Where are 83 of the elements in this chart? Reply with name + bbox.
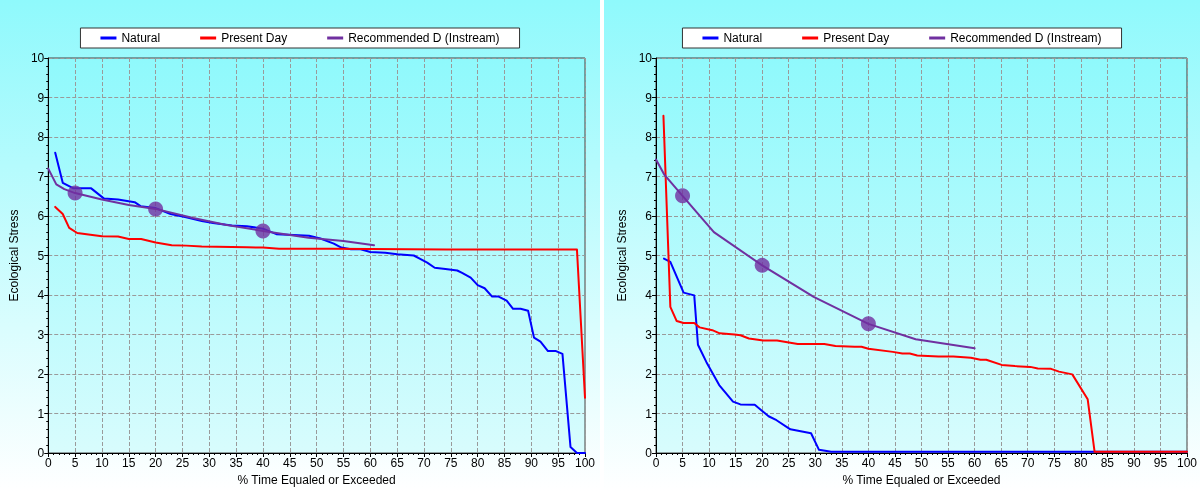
x-tick-label: 25	[175, 456, 190, 470]
x-axis-title: % Time Equaled or Exceeded	[237, 472, 396, 487]
x-tick-label: 20	[148, 456, 163, 470]
y-tick-label: 6	[37, 209, 45, 223]
x-tick-label: 40	[256, 456, 270, 470]
x-tick-label: 25	[782, 456, 796, 470]
line-series	[54, 205, 586, 399]
y-tick-label: 9	[37, 90, 45, 105]
x-tick-label: 45	[888, 456, 902, 470]
x-tick-label: 65	[390, 456, 405, 470]
x-tick-label: 90	[1127, 456, 1141, 470]
y-axis-title: Ecological Stress	[614, 209, 629, 302]
line-series	[662, 114, 1188, 453]
y-tick-label: 0	[37, 446, 45, 460]
y-tick-label: 3	[37, 327, 45, 342]
x-tick-label: 60	[363, 456, 378, 470]
x-tick-label: 10	[702, 456, 717, 470]
x-tick-label: 35	[229, 456, 244, 470]
y-tick-label: 3	[645, 327, 653, 342]
point	[754, 257, 770, 273]
x-axis-title: % Time Equaled or Exceeded	[842, 472, 1001, 487]
y-tick-label: 1	[645, 406, 653, 421]
x-tick-label: 70	[1021, 456, 1035, 470]
y-tick-label: 8	[645, 130, 653, 144]
y-axis-title: Ecological Stress	[7, 209, 21, 302]
x-tick-label: 80	[470, 456, 485, 470]
x-tick-label: 85	[497, 456, 512, 470]
legend-label: Present Day	[823, 31, 890, 45]
legend-label: Recommended D (Instream)	[348, 31, 500, 45]
x-tick-label: 60	[967, 456, 982, 470]
x-tick-label: 5	[71, 456, 79, 470]
x-tick-label: 85	[1100, 456, 1115, 470]
y-tick-label: 4	[645, 288, 653, 302]
x-tick-label: 35	[835, 456, 849, 470]
y-tick-label: 7	[645, 169, 653, 184]
y-tick-label: 0	[645, 446, 653, 460]
x-tick-label: 15	[728, 456, 743, 470]
point	[255, 223, 271, 239]
y-tick-label: 5	[37, 248, 45, 263]
legend-label: Natural	[723, 31, 763, 45]
legend-label: Recommended D (Instream)	[950, 31, 1102, 45]
x-tick-label: 40	[861, 456, 876, 470]
y-tick-label: 8	[37, 130, 45, 144]
x-tick-label: 70	[417, 456, 431, 470]
x-tick-label: 20	[755, 456, 770, 470]
x-tick-label: 75	[1047, 456, 1062, 470]
x-tick-label: 50	[309, 456, 324, 470]
y-tick-label: 1	[37, 406, 45, 421]
point	[148, 201, 164, 217]
line-series	[655, 158, 976, 350]
x-tick-label: 10	[95, 456, 109, 470]
line-series	[47, 167, 376, 247]
x-tick-label: 55	[941, 456, 956, 470]
x-tick-label: 95	[1153, 456, 1168, 470]
y-tick-label: 10	[30, 51, 45, 65]
y-tick-label: 7	[37, 169, 45, 184]
x-tick-label: 15	[122, 456, 136, 470]
y-tick-label: 2	[645, 367, 653, 381]
y-tick-label: 10	[638, 51, 653, 65]
y-tick-label: 9	[645, 90, 653, 105]
x-tick-label: 90	[524, 456, 539, 470]
x-tick-label: 30	[202, 456, 217, 470]
point	[67, 185, 83, 201]
x-tick-label: 55	[336, 456, 351, 470]
x-tick-label: 80	[1074, 456, 1088, 470]
point	[860, 316, 876, 332]
x-tick-label: 100	[574, 456, 596, 470]
legend-label: Present Day	[221, 31, 288, 45]
y-tick-label: 4	[37, 288, 45, 302]
legend-label: Natural	[121, 31, 161, 45]
x-tick-label: 5	[679, 456, 687, 470]
x-tick-label: 50	[914, 456, 929, 470]
x-tick-label: 45	[283, 456, 297, 470]
y-tick-label: 2	[37, 367, 45, 381]
x-tick-label: 100	[1176, 456, 1198, 470]
x-tick-label: 95	[551, 456, 566, 470]
y-tick-label: 5	[645, 248, 653, 263]
x-tick-label: 65	[994, 456, 1009, 470]
x-tick-label: 75	[444, 456, 458, 470]
line-series	[54, 151, 586, 454]
point	[675, 188, 691, 204]
y-tick-label: 6	[645, 209, 653, 223]
x-tick-label: 30	[808, 456, 823, 470]
